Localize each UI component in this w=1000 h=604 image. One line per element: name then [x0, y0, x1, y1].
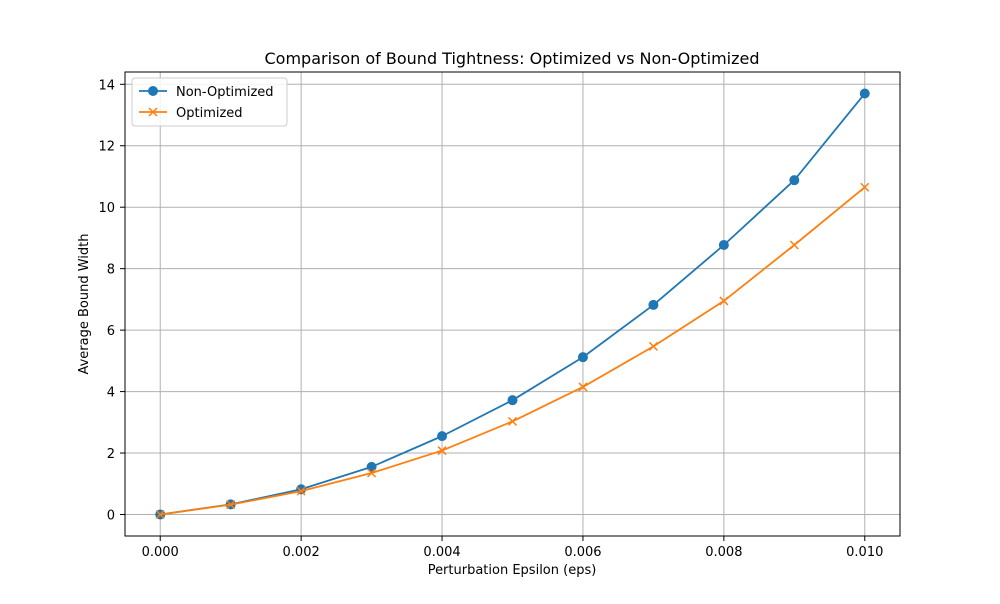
legend-item: Non-Optimized — [139, 85, 274, 100]
axis-ticks: 0.000 0.002 0.004 0.006 0.008 0.010 0 2 4 6 8 10 12 1… — [98, 78, 883, 560]
x-marker-stroke — [648, 341, 658, 351]
grid-lines — [125, 72, 900, 536]
x-tick-label: 0.002 — [283, 545, 320, 560]
data-point — [226, 500, 236, 510]
legend: Non-Optimized Optimized — [131, 77, 288, 127]
x-marker-stroke — [507, 416, 518, 426]
data-point — [648, 341, 658, 351]
y-tick-label: 4 — [107, 386, 115, 401]
x-marker-stroke — [719, 296, 729, 306]
data-point — [296, 486, 306, 496]
legend-label: Optimized — [176, 106, 243, 121]
data-point — [437, 446, 447, 456]
data-point — [507, 395, 518, 406]
x-tick-label: 0.010 — [846, 545, 883, 560]
data-point — [367, 468, 377, 478]
data-point — [718, 240, 729, 251]
data-point — [437, 431, 448, 442]
x-marker-stroke — [148, 107, 158, 117]
y-tick-label: 12 — [98, 140, 115, 155]
data-point — [719, 296, 729, 306]
x-marker-stroke — [578, 382, 588, 392]
data-series — [155, 88, 870, 520]
x-marker-stroke — [155, 509, 165, 520]
data-point — [577, 352, 588, 363]
x-marker-stroke — [860, 182, 870, 192]
data-point — [648, 299, 659, 310]
data-point — [860, 182, 870, 192]
data-point — [366, 461, 377, 472]
x-tick-label: 0.008 — [705, 545, 742, 560]
legend-box — [131, 77, 288, 127]
y-tick-label: 10 — [98, 201, 115, 216]
legend-marker — [148, 107, 158, 117]
x-marker-stroke — [226, 500, 236, 510]
x-axis-label: Perturbation Epsilon (eps) — [428, 563, 597, 578]
x-marker-stroke — [296, 486, 306, 496]
data-point — [789, 240, 799, 250]
data-point — [155, 509, 165, 520]
legend-marker — [148, 86, 158, 96]
chart-title: Comparison of Bound Tightness: Optimized… — [265, 49, 760, 68]
series-optimized — [155, 182, 870, 520]
data-point — [859, 88, 870, 99]
x-tick-label: 0.006 — [564, 545, 601, 560]
x-marker-stroke — [437, 446, 447, 456]
y-tick-label: 2 — [107, 447, 115, 462]
y-tick-label: 6 — [107, 324, 115, 339]
y-tick-label: 14 — [98, 78, 115, 93]
x-marker-stroke — [367, 468, 377, 478]
x-tick-label: 0.004 — [423, 545, 460, 560]
data-point — [578, 382, 588, 392]
y-tick-label: 8 — [107, 263, 115, 278]
x-marker-stroke — [789, 240, 799, 250]
legend-item: Optimized — [139, 106, 243, 121]
data-point — [789, 175, 800, 186]
data-point — [507, 416, 518, 426]
x-tick-label: 0.000 — [142, 545, 179, 560]
y-axis-label: Average Bound Width — [77, 233, 92, 374]
y-tick-label: 0 — [107, 508, 115, 523]
legend-label: Non-Optimized — [176, 85, 274, 100]
plot-area-frame — [124, 71, 901, 537]
